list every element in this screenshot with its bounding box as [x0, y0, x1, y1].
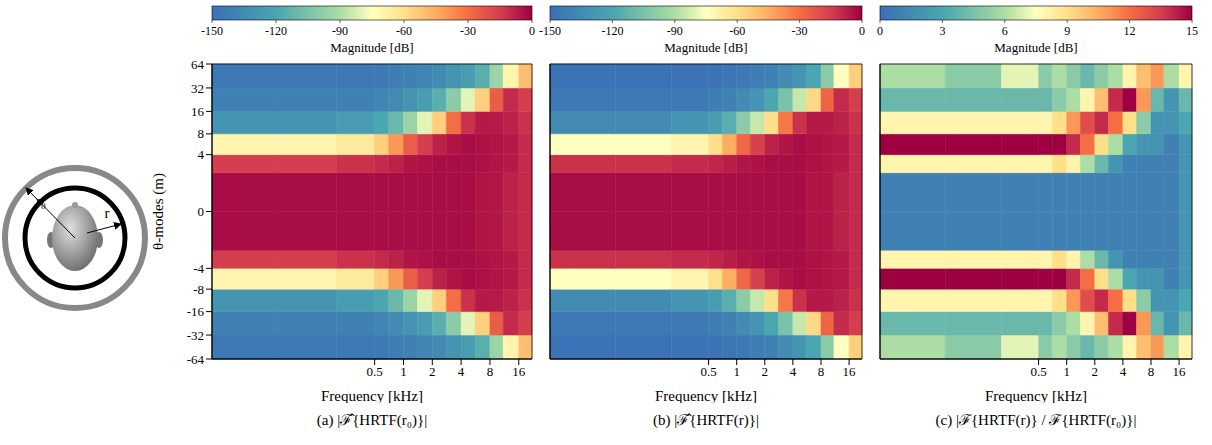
svg-text:-32: -32 — [187, 328, 204, 343]
svg-text:-90: -90 — [667, 24, 683, 38]
svg-text:-64: -64 — [187, 352, 205, 367]
svg-text:8: 8 — [1148, 364, 1155, 379]
svg-text:r₀: r₀ — [36, 193, 46, 209]
svg-text:0: 0 — [877, 24, 883, 38]
svg-text:Magnitude [dB]: Magnitude [dB] — [664, 40, 747, 55]
svg-text:8: 8 — [818, 364, 825, 379]
svg-text:Frequency [kHz]: Frequency [kHz] — [655, 388, 757, 403]
svg-text:0: 0 — [859, 24, 865, 38]
svg-text:15: 15 — [1186, 24, 1198, 38]
svg-text:16: 16 — [1173, 364, 1187, 379]
svg-text:16: 16 — [512, 364, 526, 379]
svg-text:0.5: 0.5 — [367, 364, 383, 379]
svg-text:4: 4 — [458, 364, 465, 379]
svg-text:16: 16 — [843, 364, 857, 379]
svg-text:8: 8 — [487, 364, 494, 379]
svg-text:4: 4 — [790, 364, 797, 379]
svg-text:32: 32 — [191, 81, 204, 96]
svg-text:1: 1 — [400, 364, 407, 379]
svg-text:12: 12 — [1124, 24, 1136, 38]
svg-text:2: 2 — [762, 364, 769, 379]
svg-text:-30: -30 — [792, 24, 808, 38]
svg-text:-150: -150 — [539, 24, 561, 38]
svg-text:16: 16 — [191, 104, 205, 119]
svg-text:3: 3 — [939, 24, 945, 38]
svg-text:r: r — [105, 205, 110, 221]
svg-text:-120: -120 — [601, 24, 623, 38]
svg-text:64: 64 — [191, 58, 205, 72]
svg-text:-4: -4 — [193, 261, 204, 276]
svg-text:-60: -60 — [396, 24, 412, 38]
svg-text:Frequency [kHz]: Frequency [kHz] — [985, 388, 1087, 403]
svg-text:8: 8 — [198, 126, 205, 141]
html-text:(a) |ℱ̂{HRTF(r₀)}|: (a) |ℱ̂{HRTF(r₀)}| — [316, 412, 428, 428]
svg-text:-16: -16 — [187, 304, 205, 319]
svg-text:1: 1 — [733, 364, 740, 379]
svg-text:2: 2 — [429, 364, 436, 379]
svg-text:1: 1 — [1063, 364, 1070, 379]
svg-text:-90: -90 — [332, 24, 348, 38]
svg-text:-30: -30 — [460, 24, 476, 38]
svg-text:Magnitude [dB]: Magnitude [dB] — [330, 40, 413, 55]
svg-text:9: 9 — [1064, 24, 1070, 38]
svg-text:0: 0 — [198, 204, 205, 219]
svg-text:-120: -120 — [265, 24, 287, 38]
svg-text:2: 2 — [1092, 364, 1099, 379]
svg-text:4: 4 — [1120, 364, 1127, 379]
svg-text:Magnitude [dB]: Magnitude [dB] — [994, 40, 1077, 55]
svg-text:-8: -8 — [193, 282, 204, 297]
svg-text:Frequency [kHz]: Frequency [kHz] — [321, 388, 423, 403]
svg-text:0.5: 0.5 — [700, 364, 716, 379]
html-text:(c) |ℱ{HRTF(r)} / ℱ{HRTF(r₀)}|: (c) |ℱ{HRTF(r)} / ℱ{HRTF(r₀)}| — [935, 412, 1137, 428]
svg-text:-150: -150 — [201, 24, 223, 38]
svg-text:0.5: 0.5 — [1030, 364, 1046, 379]
html-text:(b) |ℱ̂{HRTF(r)}|: (b) |ℱ̂{HRTF(r)}| — [653, 412, 759, 428]
svg-text:4: 4 — [198, 147, 205, 162]
svg-text:6: 6 — [1002, 24, 1008, 38]
svg-text:θ-modes (m): θ-modes (m) — [150, 173, 167, 250]
svg-text:-60: -60 — [729, 24, 745, 38]
svg-text:0: 0 — [529, 24, 535, 38]
